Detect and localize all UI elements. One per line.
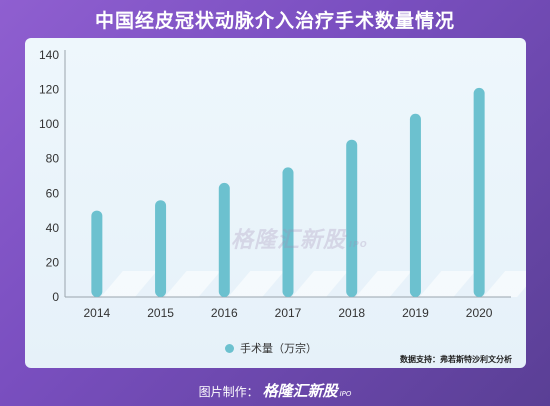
floor-shadow: [100, 271, 157, 297]
y-tick-label: 0: [52, 290, 59, 304]
footer-brand: 格隆汇新股: [262, 382, 338, 400]
watermark-logo: 格隆汇新股 IPO: [231, 222, 368, 254]
floor-shadow-decoration: [100, 271, 526, 297]
bar-2019[interactable]: [409, 113, 421, 298]
y-tick-label: 100: [39, 117, 59, 131]
x-tick-label: 2020: [466, 306, 493, 320]
bars: [91, 87, 485, 298]
footer-prefix: 图片制作：: [198, 385, 259, 399]
y-tick-label: 20: [46, 255, 60, 269]
x-tick-labels: 2014 2015 2016 2017 2018 2019 2020: [84, 306, 493, 320]
y-tick-label: 40: [46, 221, 60, 235]
footer: 图片制作： 格隆汇新股 IPO: [0, 380, 550, 401]
x-tick-label: 2017: [275, 306, 302, 320]
y-tick-labels: 0 20 40 60 80 100 120 140: [39, 48, 59, 304]
x-tick-label: 2019: [402, 306, 429, 320]
bar-2020[interactable]: [473, 87, 485, 297]
bar-2017[interactable]: [282, 167, 294, 297]
x-tick-label: 2014: [84, 306, 111, 320]
x-tick-label: 2018: [338, 306, 365, 320]
y-tick-label: 120: [39, 83, 59, 97]
legend-label: 手术量（万宗）: [240, 342, 317, 355]
floor-shadow: [483, 271, 526, 297]
floor-shadow: [164, 271, 221, 297]
floor-shadow: [228, 271, 285, 297]
x-tick-label: 2016: [211, 306, 238, 320]
legend-swatch: [225, 343, 234, 353]
y-tick-label: 140: [39, 48, 59, 62]
floor-shadow: [355, 271, 412, 297]
watermark-brand: 格隆汇新股: [231, 228, 347, 253]
footer-sub: IPO: [339, 390, 352, 398]
floor-shadow: [292, 271, 348, 297]
bar-2018[interactable]: [346, 139, 358, 297]
floor-shadow: [419, 271, 476, 297]
bar-2015[interactable]: [155, 200, 167, 297]
source-note: 数据支持：弗若斯特沙利文分析: [400, 355, 512, 364]
page-title: 中国经皮冠状动脉介入治疗手术数量情况: [94, 10, 455, 32]
bar-2016[interactable]: [218, 182, 230, 297]
bar-2014[interactable]: [91, 210, 103, 297]
x-tick-label: 2015: [147, 306, 174, 320]
legend[interactable]: 手术量（万宗）: [225, 340, 317, 356]
y-tick-label: 60: [46, 186, 60, 200]
watermark-sub: IPO: [349, 240, 368, 249]
chart-card: 0 20 40 60 80 100 120 140 2014 2015 2016 2017 2018 2…: [25, 38, 526, 368]
y-tick-label: 80: [46, 152, 60, 166]
